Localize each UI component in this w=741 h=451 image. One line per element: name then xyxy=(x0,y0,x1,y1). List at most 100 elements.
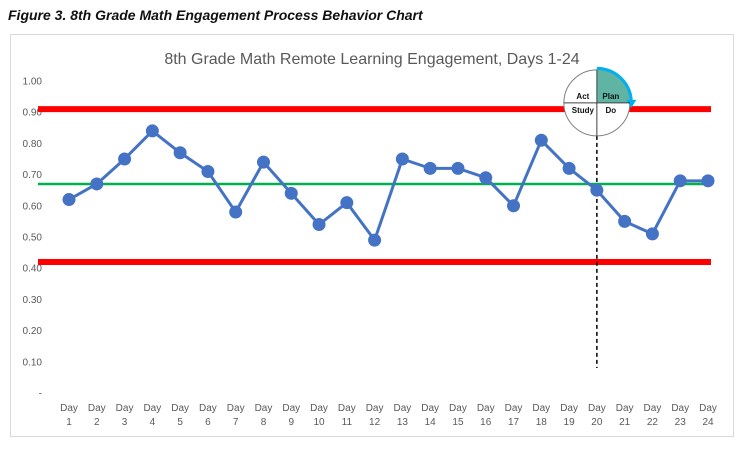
data-point xyxy=(284,186,298,200)
chart-title: 8th Grade Math Remote Learning Engagemen… xyxy=(164,51,579,68)
y-tick-label: 1.00 xyxy=(23,77,43,88)
x-tick-label: Day 22 xyxy=(644,403,662,428)
data-point xyxy=(368,233,382,247)
x-tick-label-top: Day xyxy=(338,403,356,414)
pdsa-arrow-arc xyxy=(596,66,633,103)
x-tick-label-top: Day xyxy=(393,403,411,414)
x-tick-label-bottom: 17 xyxy=(508,417,520,428)
x-tick-label-bottom: 15 xyxy=(452,417,464,428)
data-point xyxy=(673,174,687,188)
x-tick-label-bottom: 12 xyxy=(369,417,381,428)
data-point xyxy=(590,183,604,197)
x-tick-label-top: Day xyxy=(116,403,134,414)
y-tick-label: 0.90 xyxy=(23,108,43,119)
x-tick-label-bottom: 8 xyxy=(261,417,267,428)
y-tick-label: 0.30 xyxy=(23,295,43,306)
y-tick-label: 0.80 xyxy=(23,139,43,150)
data-point xyxy=(62,193,76,207)
x-tick-label: Day 6 xyxy=(199,403,217,428)
x-tick-label-bottom: 21 xyxy=(619,417,631,428)
pdsa-label-study: Study xyxy=(572,106,595,115)
data-point xyxy=(201,164,215,178)
x-tick-label-top: Day xyxy=(477,403,495,414)
data-point xyxy=(562,161,576,175)
x-tick-label: Day 24 xyxy=(699,403,717,428)
x-tick-label-bottom: 10 xyxy=(313,417,325,428)
y-tick-label: 0.20 xyxy=(23,326,43,337)
series-layer xyxy=(62,124,715,247)
series-line xyxy=(68,129,708,242)
x-tick-label: Day 16 xyxy=(477,403,495,428)
x-tick-label-bottom: 9 xyxy=(288,417,294,428)
x-tick-label-top: Day xyxy=(255,403,273,414)
x-tick-label-top: Day xyxy=(143,403,161,414)
x-tick-label: Day 8 xyxy=(255,403,273,428)
data-point xyxy=(395,152,409,166)
x-tick-label: Day 21 xyxy=(616,403,634,428)
x-tick-label-top: Day xyxy=(171,403,189,414)
pdsa-label-do: Do xyxy=(606,106,617,115)
x-tick-label: Day 14 xyxy=(421,403,439,428)
x-tick-label-top: Day xyxy=(366,403,384,414)
x-tick-label: Day 2 xyxy=(88,403,106,428)
pdsa-label-act: Act xyxy=(576,92,589,101)
chart-frame: 8th Grade Math Remote Learning Engagemen… xyxy=(10,34,734,437)
data-point xyxy=(701,174,715,188)
x-tick-label: Day 1 xyxy=(60,403,78,428)
data-point xyxy=(340,196,354,210)
figure-caption: Figure 3. 8th Grade Math Engagement Proc… xyxy=(8,7,423,23)
pdsa-plan-quadrant xyxy=(596,69,630,103)
x-tick-label: Day 10 xyxy=(310,403,328,428)
y-axis-ticks: - 0.10 0.20 0.30 0.40 0.50 0.60 0.70 0.80 0.90 1.0… xyxy=(23,77,43,400)
pdsa-arrow-head xyxy=(626,99,637,108)
x-tick-label-top: Day xyxy=(227,403,245,414)
x-tick-label-bottom: 6 xyxy=(205,417,211,428)
x-tick-label-bottom: 11 xyxy=(342,417,353,428)
x-tick-label-bottom: 5 xyxy=(177,417,183,428)
x-tick-label: Day 15 xyxy=(449,403,467,428)
data-point xyxy=(118,152,132,166)
x-tick-label: Day 12 xyxy=(366,403,384,428)
x-tick-label-bottom: 1 xyxy=(66,417,72,428)
x-tick-label: Day 4 xyxy=(143,403,161,428)
x-tick-label: Day 7 xyxy=(227,403,245,428)
x-tick-label-bottom: 16 xyxy=(480,417,492,428)
data-point xyxy=(645,227,659,241)
data-point xyxy=(173,146,187,160)
data-point xyxy=(312,218,326,232)
y-tick-label: 0.10 xyxy=(23,357,43,368)
x-tick-label-bottom: 20 xyxy=(591,417,603,428)
x-tick-label-bottom: 4 xyxy=(150,417,156,428)
x-tick-label-top: Day xyxy=(282,403,300,414)
x-tick-label-top: Day xyxy=(505,403,523,414)
x-tick-label-top: Day xyxy=(60,403,78,414)
x-axis-ticks: Day 1 Day 2 Day 3 Day 4 Day 5 Day 6 Day 7 Day 8 Day 9 Day 1… xyxy=(60,403,717,428)
x-tick-label: Day 3 xyxy=(116,403,134,428)
y-tick-label: 0.50 xyxy=(23,233,43,244)
y-tick-label: 0.70 xyxy=(23,170,43,181)
x-tick-label: Day 9 xyxy=(282,403,300,428)
x-tick-label-bottom: 3 xyxy=(122,417,128,428)
x-tick-label: Day 18 xyxy=(532,403,550,428)
x-tick-label-top: Day xyxy=(421,403,439,414)
x-tick-label: Day 19 xyxy=(560,403,578,428)
y-tick-label: 0.40 xyxy=(23,264,43,275)
x-tick-label-bottom: 19 xyxy=(564,417,576,428)
y-tick-label: 0.60 xyxy=(23,201,43,212)
data-point xyxy=(534,133,548,147)
x-tick-label-top: Day xyxy=(588,403,606,414)
data-point xyxy=(229,205,243,219)
data-point xyxy=(90,177,104,191)
pdsa-cycle: Act Plan Study Do xyxy=(563,66,637,137)
x-tick-label-top: Day xyxy=(310,403,328,414)
x-tick-label-top: Day xyxy=(560,403,578,414)
x-tick-label-bottom: 24 xyxy=(702,417,714,428)
x-tick-label-top: Day xyxy=(671,403,689,414)
x-tick-label-top: Day xyxy=(644,403,662,414)
chart-svg: 8th Grade Math Remote Learning Engagemen… xyxy=(23,51,717,428)
x-tick-label-top: Day xyxy=(199,403,217,414)
x-tick-label-bottom: 23 xyxy=(675,417,687,428)
x-tick-label: Day 5 xyxy=(171,403,189,428)
x-tick-label: Day 17 xyxy=(505,403,523,428)
data-point xyxy=(451,161,465,175)
